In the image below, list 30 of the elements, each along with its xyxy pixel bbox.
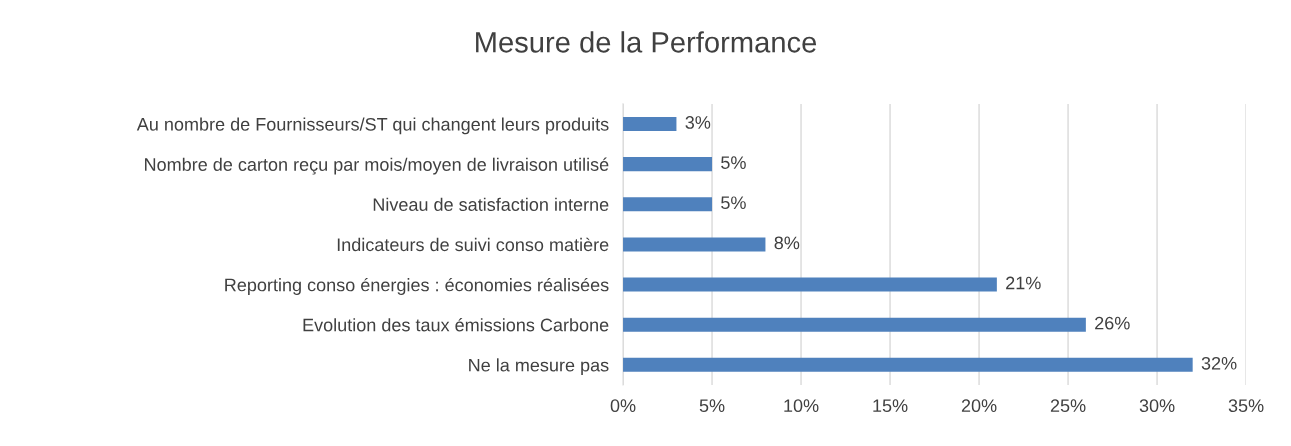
- x-tick-label: 10%: [784, 399, 819, 413]
- bar: [623, 116, 677, 132]
- y-tick-label: Ne la mesure pas: [469, 358, 609, 376]
- y-tick-label: Evolution des taux émissions Carbone: [303, 317, 609, 332]
- data-label: 8%: [774, 236, 800, 250]
- chart-title: Mesure de la Performance: [476, 31, 817, 53]
- x-tick-label: 35%: [1228, 399, 1264, 413]
- y-tick-label: Au nombre de Fournisseurs/ST qui changent leurs produits: [136, 117, 609, 135]
- data-label: 5%: [721, 196, 746, 210]
- bar: [623, 237, 766, 252]
- bar: [623, 317, 1086, 332]
- bar: [623, 277, 997, 292]
- data-label: 26%: [1095, 316, 1130, 330]
- data-label: 3%: [685, 116, 711, 129]
- data-label: 5%: [721, 156, 746, 169]
- x-tick-label: 0%: [610, 399, 636, 413]
- data-label: 21%: [1006, 276, 1041, 290]
- bar: [623, 197, 713, 212]
- x-tick-label: 5%: [699, 399, 725, 413]
- x-tick-label: 30%: [1139, 399, 1175, 413]
- x-tick-label: 25%: [1050, 399, 1086, 413]
- y-tick-label: Reporting conso énergies : économies réalisées: [225, 277, 609, 295]
- x-tick-label: 20%: [961, 399, 997, 413]
- x-tick-label: 15%: [873, 399, 908, 413]
- y-tick-label: Nombre de carton reçu par mois/moyen de livraison utilisé: [145, 157, 609, 175]
- data-label: 32%: [1201, 356, 1237, 370]
- y-tick-label: Indicateurs de suivi conso matière: [337, 237, 609, 252]
- y-tick-label: Niveau de satisfaction interne: [373, 197, 609, 211]
- bar: [623, 157, 713, 172]
- bar: [623, 357, 1193, 372]
